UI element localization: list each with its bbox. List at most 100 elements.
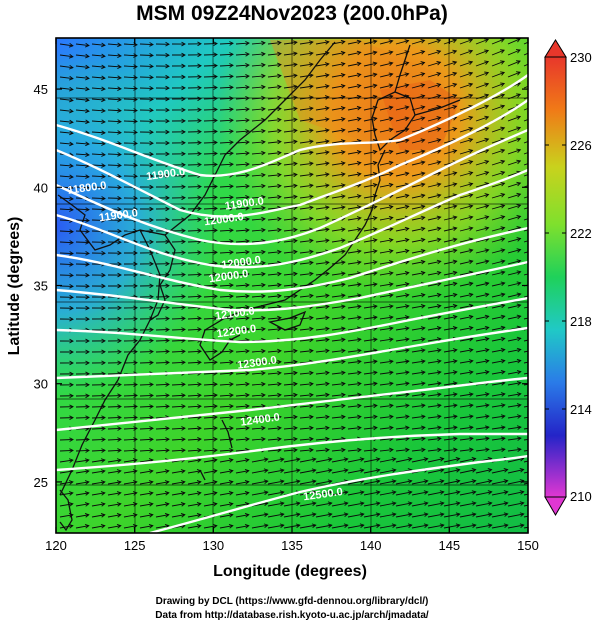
wind-arrow — [523, 174, 528, 177]
wind-arrow — [475, 292, 490, 298]
wind-arrow — [427, 292, 442, 298]
wind-arrow — [107, 283, 122, 289]
y-axis-label: Latitude (degrees) — [6, 217, 23, 356]
wind-arrow — [459, 82, 474, 89]
wind-arrow — [283, 183, 298, 189]
wind-arrow — [91, 218, 106, 223]
wind-arrow — [155, 184, 170, 190]
wind-arrow — [395, 248, 410, 254]
wind-arrow — [187, 316, 202, 321]
wind-arrow — [459, 49, 474, 56]
wind-arrow — [251, 183, 266, 189]
wind-arrow — [219, 118, 234, 123]
wind-arrow — [235, 73, 250, 79]
wind-arrow — [411, 182, 426, 188]
wind-arrow — [219, 52, 234, 57]
wind-arrow — [347, 205, 362, 210]
wind-arrow — [251, 62, 266, 68]
wind-arrow — [363, 490, 381, 496]
wind-arrow — [331, 403, 346, 409]
wind-arrow — [251, 315, 266, 321]
wind-arrow — [235, 271, 250, 277]
wind-arrow — [251, 370, 266, 376]
wind-arrow — [107, 152, 122, 157]
contour-label: 12200.0 — [216, 323, 257, 340]
wind-arrow — [235, 249, 250, 255]
wind-arrow — [443, 436, 458, 442]
wind-arrow — [267, 392, 282, 398]
wind-arrow — [395, 447, 410, 453]
wind-arrow — [107, 404, 122, 409]
wind-arrow — [187, 458, 202, 463]
wind-arrow — [235, 183, 250, 189]
wind-arrow — [507, 414, 522, 419]
wind-arrow — [155, 107, 170, 113]
wind-arrow — [379, 370, 394, 375]
wind-arrow — [107, 327, 122, 333]
wind-arrow — [235, 40, 250, 46]
wind-arrow — [59, 404, 74, 410]
contour-labels: 11800.011900.011900.011900.012000.012000… — [67, 166, 344, 504]
wind-arrow — [299, 457, 317, 463]
wind-arrow — [107, 53, 122, 59]
wind-arrow — [459, 138, 474, 144]
wind-arrow — [427, 215, 442, 221]
wind-arrow — [331, 512, 349, 518]
height-contours — [56, 74, 528, 533]
wind-arrow — [203, 85, 218, 90]
wind-arrow — [187, 502, 202, 507]
wind-arrow — [219, 151, 234, 156]
wind-arrow — [411, 160, 426, 166]
wind-arrow — [315, 95, 330, 100]
wind-arrow — [315, 403, 330, 409]
wind-arrow — [523, 405, 528, 408]
x-tick-label: 140 — [360, 538, 382, 553]
wind-arrow — [379, 490, 397, 496]
wind-arrow — [91, 426, 106, 431]
wind-arrow — [235, 106, 250, 112]
wind-arrow — [459, 160, 474, 166]
wind-arrow — [363, 337, 378, 342]
colorbar-tick-label: 218 — [570, 314, 592, 329]
wind-arrow — [91, 64, 106, 70]
wind-arrow — [427, 512, 445, 518]
wind-arrow — [283, 447, 298, 453]
wind-arrow — [235, 392, 250, 398]
wind-arrow — [443, 314, 458, 320]
wind-arrow — [459, 359, 474, 364]
wind-arrow — [187, 63, 202, 69]
wind-arrow — [507, 479, 525, 485]
wind-arrow — [235, 359, 250, 365]
wind-arrow — [251, 490, 269, 496]
wind-arrow — [123, 250, 138, 256]
wind-arrow — [459, 490, 477, 496]
wind-arrow — [379, 326, 394, 331]
wind-arrow — [219, 512, 234, 518]
wind-arrow — [347, 227, 362, 232]
wind-arrow — [411, 447, 426, 453]
wind-arrow — [123, 206, 138, 212]
wind-arrow — [283, 468, 301, 474]
wind-arrow — [91, 196, 106, 201]
wind-arrow — [91, 130, 106, 135]
wind-arrow — [107, 195, 122, 201]
wind-arrow — [299, 348, 314, 354]
wind-arrow — [443, 270, 458, 276]
wind-arrow — [395, 512, 413, 518]
wind-arrow — [395, 127, 410, 133]
wind-arrow — [107, 130, 122, 135]
wind-arrow — [123, 469, 138, 474]
wind-arrow — [171, 162, 186, 168]
wind-arrow — [315, 512, 333, 518]
wind-arrow — [91, 86, 106, 92]
wind-arrow — [75, 174, 90, 179]
wind-arrow — [363, 116, 378, 122]
wind-arrow — [523, 152, 528, 155]
wind-arrow — [187, 404, 202, 409]
wind-arrow — [443, 392, 458, 397]
wind-arrow — [411, 337, 426, 342]
wind-arrow — [395, 226, 410, 232]
wind-arrow — [491, 104, 506, 111]
wind-arrow — [219, 162, 234, 167]
wind-arrow — [331, 271, 346, 276]
